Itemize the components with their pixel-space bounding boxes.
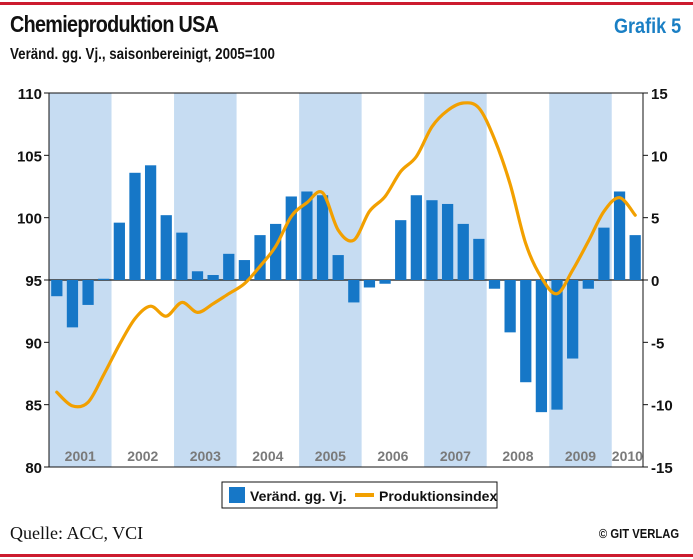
chart-canvas: 80 85 90 95 100 105 110 -15 -10 -5 0 5 10 15 2001 2002 2… [17, 86, 673, 509]
bar-2008-Q4 [535, 280, 548, 413]
bar-2002-Q4 [160, 215, 172, 280]
left-tick-label-95: 95 [25, 273, 42, 290]
bar-2003-Q2 [191, 271, 204, 280]
bar-2009-Q3 [582, 280, 594, 289]
bar-2002-Q3 [144, 165, 157, 280]
year-label-2001: 2001 [65, 448, 96, 464]
bar-2005-Q1 [301, 191, 313, 280]
bar-2001-Q1 [51, 280, 63, 297]
right-tick-label-5: 5 [651, 211, 659, 228]
bar-2005-Q2 [316, 195, 329, 280]
left-tick-label-85: 85 [25, 398, 42, 415]
legend-swatch-bar [229, 487, 245, 503]
bar-2007-Q1 [426, 200, 438, 280]
bar-2009-Q4 [598, 227, 610, 280]
bar-2007-Q2 [441, 203, 454, 280]
right-tick-label--5: -5 [651, 335, 664, 352]
bar-2009-Q1 [551, 280, 563, 410]
year-label-2006: 2006 [377, 448, 408, 464]
right-tick-label-10: 10 [651, 148, 668, 165]
bar-2004-Q2 [254, 235, 266, 280]
year-label-2005: 2005 [315, 448, 346, 464]
bar-2009-Q2 [567, 280, 579, 359]
bar-2008-Q1 [488, 280, 501, 289]
bar-2002-Q2 [129, 172, 141, 280]
year-label-2010: 2010 [612, 448, 643, 464]
year-label-2002: 2002 [127, 448, 158, 464]
bar-2006-Q3 [395, 220, 407, 280]
figure-number: Grafik 5 [613, 15, 681, 38]
right-tick-label-15: 15 [651, 86, 668, 103]
bar-2001-Q4 [98, 278, 110, 280]
left-tick-label-105: 105 [17, 148, 42, 165]
bar-2006-Q1 [363, 280, 376, 288]
production-index-line [55, 101, 637, 409]
source-note: Quelle: ACC, VCI [10, 523, 144, 543]
left-tick-label-100: 100 [17, 211, 42, 228]
bar-2004-Q4 [285, 196, 297, 280]
year-label-2008: 2008 [502, 448, 533, 464]
legend-label-bar: Veränd. gg. Vj. [250, 488, 346, 504]
bar-2002-Q1 [113, 222, 125, 280]
top-rule [0, 2, 693, 5]
bar-2006-Q4 [410, 195, 422, 280]
bar-2005-Q3 [332, 255, 344, 280]
year-label-2007: 2007 [440, 448, 471, 464]
right-tick-label--10: -10 [651, 398, 673, 415]
year-label-2009: 2009 [565, 448, 596, 464]
bar-2003-Q4 [223, 253, 235, 280]
chart-title: Chemieproduktion USA [10, 11, 219, 37]
left-tick-label-90: 90 [25, 335, 42, 352]
year-label-2003: 2003 [190, 448, 221, 464]
bar-2010-Q2 [629, 235, 641, 280]
bar-2010-Q1 [613, 191, 626, 280]
bar-2001-Q3 [82, 280, 94, 305]
chart-subtitle: Veränd. gg. Vj., saisonbereinigt, 2005=1… [10, 46, 275, 63]
bar-2008-Q2 [504, 280, 516, 333]
bar-2007-Q4 [473, 238, 485, 280]
bar-2007-Q3 [457, 223, 469, 280]
bottom-rule [0, 554, 693, 557]
left-tick-label-110: 110 [18, 86, 42, 103]
legend-label-line: Produktionsindex [379, 488, 497, 504]
bar-2001-Q2 [66, 280, 79, 328]
bar-2003-Q1 [176, 232, 188, 280]
bar-2003-Q3 [207, 275, 219, 280]
bar-2006-Q2 [379, 280, 391, 284]
year-label-2004: 2004 [252, 448, 283, 464]
bar-2005-Q4 [348, 280, 360, 303]
bar-2004-Q1 [238, 260, 251, 280]
right-tick-label--15: -15 [651, 460, 673, 477]
legend-box [221, 481, 498, 509]
copyright-note: © GIT VERLAG [598, 527, 679, 541]
bar-2008-Q3 [520, 280, 532, 383]
left-tick-label-80: 80 [25, 460, 42, 477]
right-tick-label-0: 0 [651, 273, 659, 290]
bar-2004-Q3 [270, 223, 282, 280]
